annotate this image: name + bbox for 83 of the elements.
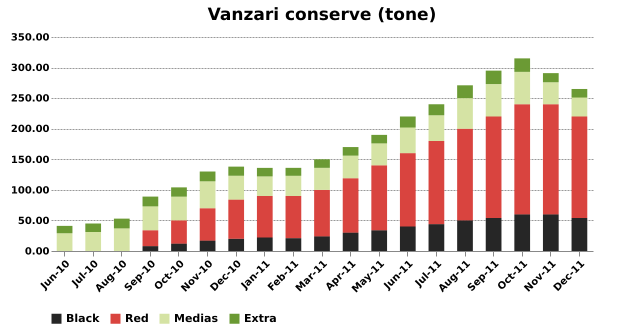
bar bbox=[142, 206, 158, 230]
bar bbox=[371, 134, 388, 144]
bar bbox=[342, 156, 358, 178]
bar bbox=[256, 196, 273, 238]
bar bbox=[256, 238, 273, 251]
bar bbox=[400, 226, 416, 251]
bar bbox=[572, 218, 588, 251]
bar bbox=[171, 196, 187, 220]
legend-label: Red bbox=[125, 312, 149, 325]
bar bbox=[371, 230, 388, 251]
bar bbox=[228, 166, 244, 176]
bar bbox=[114, 228, 130, 251]
bar bbox=[371, 143, 388, 166]
bar bbox=[514, 104, 530, 214]
bar bbox=[56, 233, 72, 251]
bar bbox=[314, 159, 330, 168]
bar bbox=[286, 168, 302, 176]
bar bbox=[171, 244, 187, 251]
bar bbox=[314, 236, 330, 251]
bar bbox=[542, 73, 559, 82]
chart-title: Vanzari conserve (tone) bbox=[208, 5, 436, 25]
bar bbox=[486, 116, 502, 218]
bar bbox=[572, 116, 588, 218]
y-tick-label: 300.00 bbox=[10, 63, 50, 74]
bar bbox=[457, 85, 473, 98]
y-tick-label: 100.00 bbox=[10, 185, 50, 196]
bar bbox=[228, 176, 244, 200]
bar bbox=[428, 224, 444, 251]
bar bbox=[457, 128, 473, 220]
bar bbox=[228, 200, 244, 239]
bar bbox=[200, 181, 216, 208]
legend-label: Black bbox=[66, 312, 100, 325]
bar bbox=[200, 172, 216, 182]
bar bbox=[286, 238, 302, 251]
bar bbox=[514, 72, 530, 104]
bar bbox=[56, 226, 72, 234]
bar bbox=[400, 116, 416, 128]
bar bbox=[486, 70, 502, 84]
bar bbox=[171, 187, 187, 197]
bar bbox=[428, 140, 444, 224]
y-tick-label: 150.00 bbox=[10, 154, 50, 166]
bar bbox=[514, 58, 530, 72]
bar bbox=[142, 246, 158, 251]
bar bbox=[486, 84, 502, 116]
y-tick-label: 0.00 bbox=[24, 246, 50, 258]
y-tick-label: 200.00 bbox=[10, 124, 50, 136]
bar bbox=[342, 147, 358, 156]
bar bbox=[457, 220, 473, 251]
bar bbox=[85, 223, 102, 232]
bar bbox=[256, 176, 273, 196]
bar bbox=[400, 127, 416, 154]
bar bbox=[114, 218, 130, 228]
bar bbox=[572, 88, 588, 98]
bar bbox=[400, 153, 416, 227]
bar bbox=[142, 230, 158, 246]
bar bbox=[200, 240, 216, 251]
bar bbox=[428, 115, 444, 141]
y-tick-label: 250.00 bbox=[10, 94, 50, 105]
legend-label: Extra bbox=[244, 312, 277, 325]
legend-label: Medias bbox=[174, 312, 218, 325]
bar bbox=[171, 220, 187, 244]
bar bbox=[457, 98, 473, 129]
bar bbox=[486, 218, 502, 251]
bar bbox=[514, 214, 530, 251]
y-tick-label: 350.00 bbox=[10, 32, 50, 44]
bar bbox=[142, 196, 158, 206]
bar bbox=[286, 176, 302, 196]
bar bbox=[85, 232, 102, 251]
bar bbox=[286, 196, 302, 238]
bar bbox=[542, 214, 559, 251]
bar bbox=[200, 208, 216, 241]
bar bbox=[314, 190, 330, 236]
bar bbox=[342, 178, 358, 233]
bar bbox=[542, 104, 559, 214]
bar bbox=[228, 238, 244, 251]
bar bbox=[314, 168, 330, 190]
bar bbox=[428, 104, 444, 116]
bar bbox=[572, 98, 588, 116]
bar bbox=[371, 165, 388, 230]
bar bbox=[542, 82, 559, 104]
bar bbox=[342, 232, 358, 251]
bar bbox=[256, 168, 273, 176]
y-tick-label: 50.00 bbox=[18, 216, 50, 227]
